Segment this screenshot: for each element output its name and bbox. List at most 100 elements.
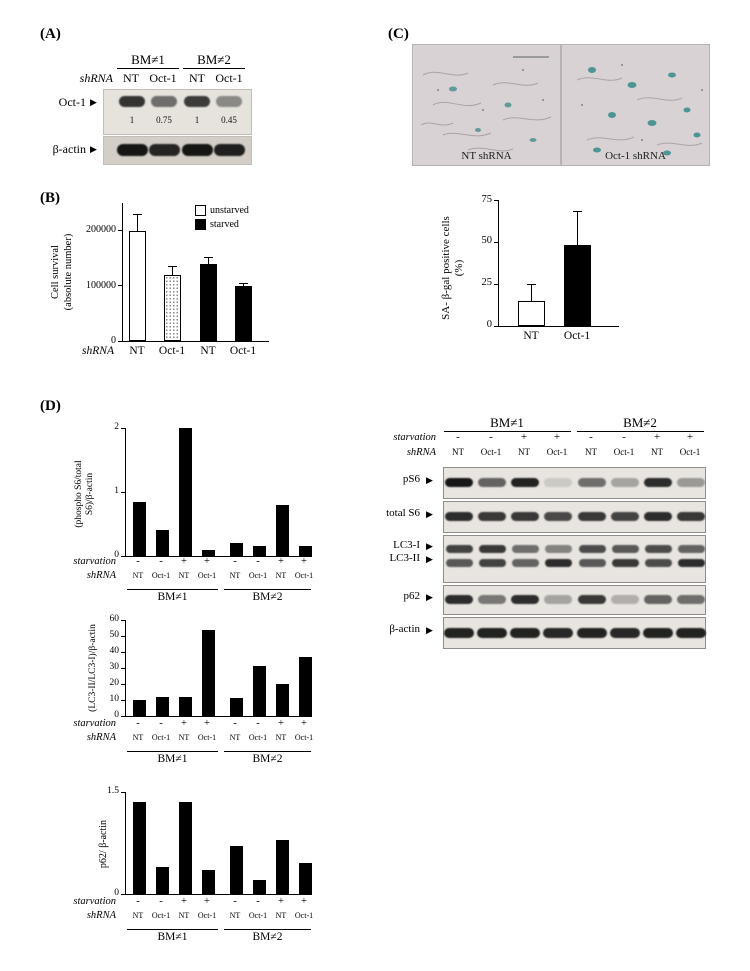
group-underline [127, 929, 218, 930]
bar [201, 629, 215, 716]
shrna-lane-label: Oct-1 [294, 911, 314, 920]
quantification-value: 0.45 [221, 115, 237, 125]
blot-band [644, 595, 672, 604]
group-underline [127, 751, 218, 752]
y-tick-label: 75 [481, 193, 493, 205]
bar [128, 230, 146, 341]
panel-a-group-bm1: BM≠1 [131, 52, 165, 67]
cell-survival-chart: unstarved starved 0 100000 200000 NT Oct-1 NT… [86, 203, 269, 357]
y-tick-label: 50 [481, 235, 493, 247]
chart-d2-ylabel: (LC3-II/LC3-I)/β-actin [88, 618, 101, 718]
starvation-value: - [136, 556, 140, 567]
blot-band [478, 545, 506, 553]
y-tick-label: 0 [486, 319, 492, 331]
shrna-lane-label: NT [518, 447, 530, 457]
x-category-label: NT [129, 345, 145, 357]
shrna-lane-label: Oct-1 [151, 733, 171, 742]
blot-band [544, 478, 572, 487]
group-label: BM≠2 [252, 931, 283, 943]
bar [201, 870, 215, 894]
y-tick-label: 100000 [86, 279, 116, 291]
blot-band [445, 512, 473, 521]
y-tick-mark [121, 635, 126, 637]
group-underline [117, 68, 179, 69]
starvation-value: - [589, 431, 593, 443]
ps6-row-label: pS6 [402, 473, 420, 485]
starvation-value: - [136, 718, 140, 729]
arrowhead-icon: ▶ [426, 554, 433, 564]
blot-band [478, 559, 506, 567]
blot-band [544, 512, 572, 521]
blot-band [677, 478, 705, 487]
error-cap [132, 213, 142, 215]
shrna-lane-label: NT [585, 447, 597, 457]
blot-band [478, 595, 506, 604]
bar [229, 543, 243, 556]
shrna-row-label: shRNA [86, 732, 116, 743]
starvation-row-label: starvation [393, 432, 436, 443]
shrna-row-label: shRNA [86, 570, 116, 581]
oct1-western-blot: 1 0.75 1 0.45 [103, 89, 252, 135]
starvation-value: + [520, 431, 528, 443]
blot-band [184, 96, 210, 107]
blot-band [611, 559, 639, 567]
blot-band [578, 559, 606, 567]
y-tick-label: 2 [114, 422, 119, 433]
chart-d3-ylabel: p62/ β-actin [98, 792, 111, 896]
starvation-value: + [301, 718, 307, 729]
y-tick-label: 40 [109, 646, 120, 657]
x-category-label: NT [200, 345, 216, 357]
beta-actin-western-blot [443, 617, 706, 649]
blot-band [677, 559, 705, 567]
bar [178, 428, 192, 556]
cells-illustration [420, 56, 552, 152]
legend: unstarved starved [195, 205, 249, 230]
starvation-value: + [278, 556, 284, 567]
blot-band [677, 545, 705, 553]
shrna-lane-label: NT [178, 911, 190, 920]
sa-bgal-chart: 0 25 50 75 NT Oct-1 [482, 194, 619, 342]
starvation-value: + [301, 556, 307, 567]
ylabel-line: (LC3-II/LC3-I)/β-actin [88, 624, 98, 712]
shrna-lane-label: NT [132, 733, 144, 742]
shrna-lane-label: NT [229, 571, 241, 580]
bar [199, 263, 217, 341]
shrna-lane-label: NT [275, 911, 287, 920]
blot-band [544, 595, 572, 604]
blot-band [478, 512, 506, 521]
arrowhead-icon: ▶ [426, 625, 433, 635]
y-tick-mark [121, 893, 126, 895]
blot-band [611, 595, 639, 604]
bar [132, 802, 146, 894]
bar [155, 530, 169, 556]
blot-band [445, 559, 473, 567]
shrna-lane-label: Oct-1 [480, 447, 502, 457]
panel-c-label: (C) [388, 26, 409, 42]
y-tick-mark [121, 427, 126, 429]
shrna-lane-label: NT [229, 911, 241, 920]
blot-band [151, 96, 177, 107]
bar [201, 549, 215, 556]
y-tick-label: 0 [114, 710, 119, 721]
bar [178, 696, 192, 716]
shrna-lane-label: NT [132, 571, 144, 580]
blot-band [677, 512, 705, 521]
error-bar [171, 266, 173, 275]
bar [234, 285, 252, 341]
y-tick-mark [118, 285, 123, 287]
starvation-value: + [181, 556, 187, 567]
error-bar [242, 283, 244, 286]
quantification-value: 1 [129, 115, 135, 125]
shrna-lane-label: NT [132, 911, 144, 920]
y-tick-mark [494, 241, 499, 243]
shrna-row-label: shRNA [406, 447, 436, 458]
blot-band [643, 628, 673, 638]
bar [252, 880, 266, 894]
bar [275, 839, 289, 894]
bar [155, 696, 169, 716]
blot-band [478, 478, 506, 487]
ylabel-line: Cell survival [50, 245, 61, 299]
shrna-row-label: shRNA [79, 71, 113, 85]
starvation-value: - [136, 896, 140, 907]
